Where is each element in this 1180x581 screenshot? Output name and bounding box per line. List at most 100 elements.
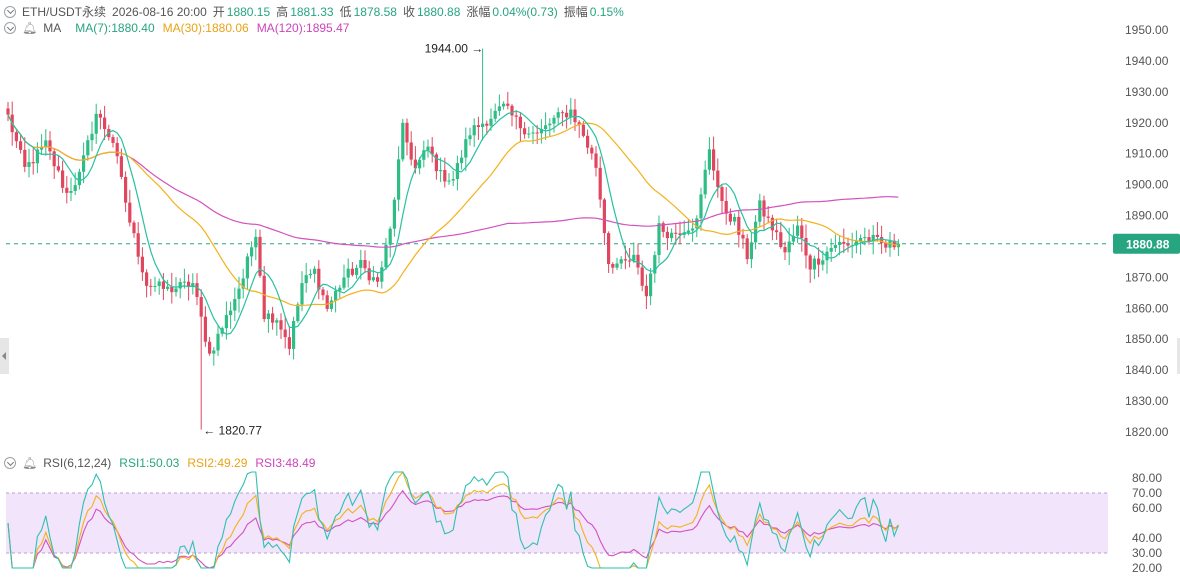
- candle-body: [867, 237, 871, 242]
- candle-body: [321, 289, 325, 296]
- ma-label[interactable]: MA: [43, 21, 62, 35]
- candle-body: [506, 103, 510, 106]
- candle-body: [149, 285, 153, 287]
- price-axis-tick: 1840.00: [1125, 363, 1169, 377]
- price-axis-tick: 1930.00: [1125, 85, 1169, 99]
- candle-body: [623, 259, 627, 261]
- ma7-line: [7, 110, 899, 335]
- price-axis-tick: 1950.00: [1125, 23, 1169, 37]
- candle-body: [367, 268, 371, 281]
- price-axis-tick: 1870.00: [1125, 270, 1169, 284]
- open-value: 1880.15: [226, 4, 271, 19]
- candle-body: [770, 217, 774, 231]
- candle-body: [434, 154, 438, 172]
- rsi-bell-icon[interactable]: 🔔︎: [22, 456, 38, 470]
- candle-body: [254, 236, 258, 248]
- candle-body: [472, 125, 476, 136]
- candle-body: [808, 255, 812, 270]
- candle-body: [875, 234, 879, 238]
- candle-body: [741, 234, 745, 239]
- candle-body: [733, 216, 737, 222]
- candle-body: [573, 109, 577, 123]
- candle-body: [892, 240, 896, 248]
- candle-body: [405, 122, 409, 143]
- candle-body: [535, 132, 539, 134]
- candle-body: [27, 162, 31, 167]
- candle-body: [628, 260, 632, 262]
- price-axis-tick: 1920.00: [1125, 116, 1169, 130]
- symbol-label: ETH/USDT永续: [22, 5, 107, 19]
- close-label: 收: [402, 5, 415, 19]
- rsi3-legend: RSI3:48.49: [255, 456, 316, 470]
- candle-body: [745, 238, 749, 260]
- candle-body: [14, 132, 18, 142]
- left-panel-handle[interactable]: [0, 338, 9, 374]
- candle-body: [817, 258, 821, 265]
- ma120-line: [7, 114, 899, 248]
- candle-body: [279, 320, 283, 330]
- candle-body: [35, 149, 39, 164]
- collapse-ma-icon[interactable]: [4, 22, 16, 34]
- candle-body: [758, 200, 762, 222]
- price-axis-tick: 1940.00: [1125, 54, 1169, 68]
- candle-body: [31, 162, 35, 164]
- candle-body: [308, 273, 312, 276]
- candle-body: [136, 233, 140, 257]
- collapse-rsi-icon[interactable]: [4, 457, 16, 469]
- candle-body: [287, 337, 291, 349]
- candle-body: [203, 316, 207, 342]
- candle-body: [749, 242, 753, 260]
- candle-body: [787, 241, 791, 253]
- candle-body: [842, 241, 846, 244]
- rsi-label[interactable]: RSI(6,12,24): [43, 456, 112, 470]
- candle-body: [615, 263, 619, 268]
- candle-body: [271, 313, 275, 323]
- price-axis-tick: 1830.00: [1125, 394, 1169, 408]
- candle-body: [880, 237, 884, 243]
- candle-body: [594, 153, 598, 168]
- candle-body: [161, 281, 165, 289]
- rsi-axis-tick: 20.00: [1132, 561, 1162, 575]
- low-label: 低: [339, 5, 352, 19]
- candle-body: [229, 310, 233, 316]
- bell-icon[interactable]: 🔔︎: [22, 21, 38, 35]
- candle-body: [245, 256, 249, 279]
- price-axis-tick: 1910.00: [1125, 147, 1169, 161]
- candle-body: [119, 156, 123, 177]
- candle-body: [460, 157, 464, 164]
- candle-body: [355, 267, 359, 275]
- candle-body: [380, 267, 384, 282]
- candle-body: [237, 288, 241, 299]
- candle-body: [111, 137, 115, 143]
- candle-body: [754, 221, 758, 243]
- candle-body: [779, 232, 783, 248]
- candle-body: [691, 228, 695, 231]
- candle-body: [178, 282, 182, 289]
- candle-body: [611, 264, 615, 268]
- candle-body: [317, 268, 321, 290]
- candle-body: [720, 187, 724, 202]
- candle-body: [19, 141, 23, 150]
- right-scroll-handle[interactable]: [1177, 338, 1180, 374]
- amp-value: 0.15%: [589, 4, 624, 19]
- candles: [6, 48, 900, 430]
- candle-body: [489, 118, 493, 126]
- candle-body: [128, 202, 132, 223]
- candle-body: [586, 135, 590, 148]
- candle-body: [497, 106, 501, 111]
- candle-body: [670, 232, 674, 239]
- candle-body: [292, 321, 296, 349]
- rsi-legend: 🔔︎ RSI(6,12,24) RSI1:50.03 RSI2:49.29 RS…: [0, 456, 321, 470]
- candle-body: [854, 241, 858, 246]
- collapse-toggle-icon[interactable]: [4, 5, 16, 18]
- rsi-axis-tick: 60.00: [1132, 501, 1162, 515]
- rsi2-legend: RSI2:49.29: [187, 456, 248, 470]
- candle-body: [418, 159, 422, 169]
- candle-body: [23, 149, 27, 167]
- last-price-tag: [1113, 233, 1180, 254]
- ma30-legend: MA(30):1880.06: [162, 21, 249, 35]
- candle-body: [665, 231, 669, 239]
- candle-body: [775, 230, 779, 233]
- candle-body: [392, 199, 396, 229]
